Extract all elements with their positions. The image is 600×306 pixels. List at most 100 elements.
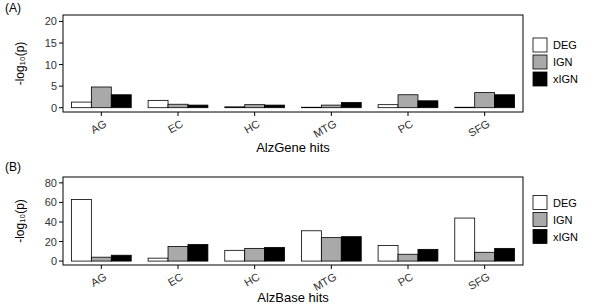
bar [418, 101, 438, 108]
x-tick [408, 112, 409, 116]
x-tick [254, 112, 255, 116]
x-tick [178, 112, 179, 116]
x-tick-label: AG [89, 117, 109, 135]
bar [225, 106, 245, 108]
x-tick [484, 265, 485, 269]
x-tick-label: SFG [466, 117, 492, 139]
legend-label: xIGN [553, 73, 578, 85]
y-tick [59, 21, 63, 22]
legend-key [533, 38, 547, 52]
bar [301, 231, 321, 261]
bar [91, 87, 111, 108]
y-tick [59, 241, 63, 242]
panel-label: (A) [5, 1, 21, 15]
y-tick-label: 5 [51, 80, 57, 92]
y-tick-label: 0 [51, 255, 57, 267]
plot-frame [63, 15, 523, 112]
x-tick [331, 112, 332, 116]
y-tick-label: 20 [45, 15, 57, 27]
bar [71, 199, 91, 261]
bar [378, 105, 398, 108]
bar [111, 255, 131, 261]
plot-frame [63, 177, 523, 265]
x-tick-label: SFG [466, 270, 492, 292]
y-tick-label: 0 [51, 102, 57, 114]
y-tick-label: 15 [45, 37, 57, 49]
bars [71, 87, 514, 108]
legend-label: IGN [553, 56, 573, 68]
x-tick [408, 265, 409, 269]
y-tick-label: 40 [45, 216, 57, 228]
bar [398, 254, 418, 261]
legend-key [533, 196, 547, 210]
y-tick-label: 80 [45, 177, 57, 189]
x-tick-label: HC [242, 270, 262, 288]
bar [71, 102, 91, 108]
x-tick-label: EC [166, 117, 185, 135]
panel-label: (B) [5, 160, 21, 174]
x-tick-label: PC [396, 117, 415, 135]
bar [455, 218, 475, 261]
figure: (A) 0 5 10 15 20 AG EC HC MTG PC SFG AlzGene hits -lo… [0, 0, 600, 306]
bar [418, 249, 438, 261]
bar [455, 107, 475, 108]
bar [321, 238, 341, 261]
y-axis-title: -log₁₀(p) [13, 42, 27, 86]
bar [495, 95, 515, 108]
x-tick-label: MTG [311, 117, 338, 140]
bar [225, 250, 245, 261]
y-tick [59, 261, 63, 262]
x-tick [101, 265, 102, 269]
bar [475, 252, 495, 261]
bar [265, 105, 285, 108]
bar [245, 248, 265, 261]
y-tick [59, 202, 63, 203]
bar [245, 105, 265, 108]
legend: DEG IGN xIGN [533, 196, 578, 244]
bar [398, 95, 418, 108]
x-tick [178, 265, 179, 269]
legend: DEGIGNxIGN [533, 38, 578, 86]
legend-label: xIGN [553, 231, 578, 243]
bar [148, 258, 168, 261]
y-tick [59, 107, 63, 108]
y-tick-label: 10 [45, 59, 57, 71]
bar [341, 103, 361, 108]
x-tick-label: AG [89, 270, 109, 288]
legend-key [533, 55, 547, 69]
bar [475, 93, 495, 108]
legend-key [533, 213, 547, 227]
bar [301, 107, 321, 108]
legend-key [533, 230, 547, 244]
x-tick-label: EC [166, 270, 185, 288]
y-tick [59, 86, 63, 87]
bar [188, 244, 208, 261]
y-tick [59, 182, 63, 183]
x-axis-title: AlzGene hits [256, 140, 330, 155]
bar [495, 248, 515, 261]
y-tick [59, 43, 63, 44]
x-tick-label: HC [242, 117, 262, 135]
bar [341, 237, 361, 261]
bar [265, 247, 285, 261]
bars [71, 199, 514, 261]
bar [91, 257, 111, 261]
x-tick [254, 265, 255, 269]
bar [111, 95, 131, 108]
x-tick [484, 112, 485, 116]
y-axis-title: -log₁₀(p) [13, 199, 27, 243]
x-axis-title: AlzBase hits [257, 290, 329, 305]
legend-label: IGN [553, 214, 573, 226]
x-tick [101, 112, 102, 116]
bar [188, 105, 208, 108]
bar [168, 104, 188, 107]
panel: (B)020406080AGECHCMTGPCSFGAlzBase hits-l… [5, 160, 578, 305]
bar [378, 245, 398, 261]
y-tick [59, 221, 63, 222]
y-tick [59, 64, 63, 65]
bar [148, 100, 168, 107]
bar [168, 246, 188, 261]
x-tick [331, 265, 332, 269]
bar [321, 105, 341, 108]
legend-label: DEG [553, 197, 577, 209]
